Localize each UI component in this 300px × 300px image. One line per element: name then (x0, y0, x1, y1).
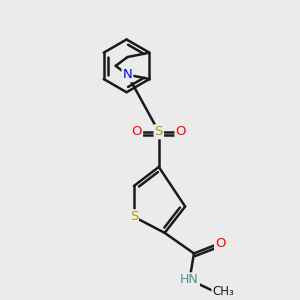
Text: S: S (154, 125, 163, 138)
Text: CH₃: CH₃ (212, 285, 234, 298)
Text: O: O (176, 125, 186, 138)
Text: O: O (215, 237, 226, 250)
Text: O: O (132, 125, 142, 138)
Text: S: S (130, 210, 138, 223)
Text: HN: HN (180, 273, 199, 286)
Text: N: N (122, 68, 132, 81)
